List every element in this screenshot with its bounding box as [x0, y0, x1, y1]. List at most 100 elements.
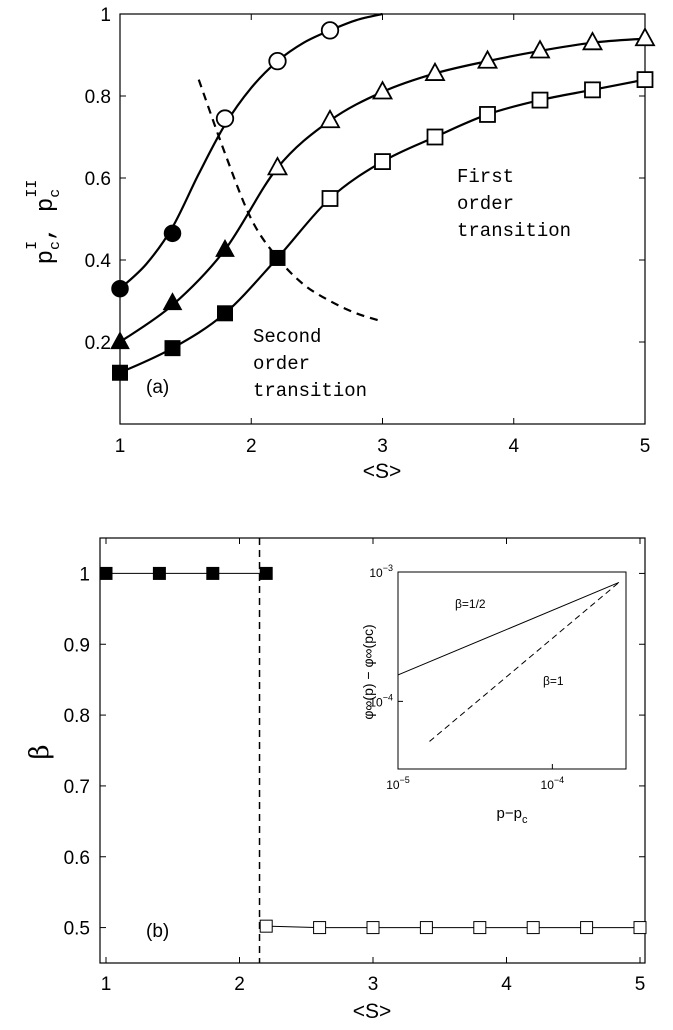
filled-square-point [259, 566, 273, 580]
square-open-point [321, 190, 339, 207]
inset-frame [397, 571, 627, 770]
inset-xtick-label: 10−4 [541, 775, 565, 792]
triangle-open-point [634, 26, 656, 47]
b-ytick-label: 0.6 [64, 848, 90, 869]
b-ytick-label: 0.7 [64, 777, 90, 798]
square-filled-point [164, 340, 181, 357]
open-square-point [259, 919, 273, 933]
inset-ytick-label: 10−3 [369, 563, 393, 580]
square-open-point [636, 71, 654, 88]
triangle-open-point [424, 61, 446, 81]
open-square-point [313, 921, 327, 935]
panel-a-chart: 1 2 3 4 50.20.40.60.81 pcI, pcII <S> (a) Fir… [24, 5, 656, 483]
svg-text:pcI, pcII: pcI, pcII [24, 180, 64, 265]
open-square-point [526, 921, 540, 935]
inset-y-axis-label: φ∞(p) − φ∞(pc) [360, 624, 376, 719]
a-ytick-label: 0.6 [85, 169, 111, 190]
inset-legend-beta-one: β=1 [543, 674, 564, 688]
circle-open-point [320, 21, 340, 40]
inset-chart: 10−5 10−4 10−4 10−3 p−pc φ∞(p) − φ∞(pc) β=1… [360, 563, 627, 826]
inset-beta-half-line [397, 582, 620, 676]
a-ytick-label: 1 [100, 5, 111, 26]
panel-b-y-axis-label: β [25, 744, 55, 759]
square-open-point [426, 128, 444, 146]
open-square-point [419, 921, 433, 935]
open-square-series-line [266, 925, 640, 929]
second-order-line-3: transition [253, 380, 367, 402]
circle-series-line [119, 12, 383, 290]
inset-axis-ticks: 10−5 10−4 10−4 10−3 [369, 563, 564, 792]
ylabel-p-2: p [33, 198, 60, 212]
square-open-point [479, 106, 496, 123]
panel-a-label: (a) [146, 377, 169, 398]
filled-square-point [152, 566, 166, 580]
inset-beta-one-line [429, 582, 620, 742]
panel-a-axis-ticks: 1 2 3 4 5 0.2 0.4 0.6 0.8 1 [85, 5, 651, 457]
filled-square-point [99, 566, 113, 580]
panel-b-axis-ticks: 1 2 3 4 5 0.5 0.6 0.7 0.8 0.9 1 [64, 538, 646, 995]
square-open-point [584, 81, 601, 99]
triangle-open-point [371, 80, 394, 100]
circle-filled-point [163, 224, 182, 243]
phase-boundary-line [197, 79, 383, 323]
panel-a-y-axis-label: pcI, pcII [24, 180, 64, 265]
inset-xlabel-main: p−p [497, 805, 522, 822]
a-xtick-label: 4 [508, 436, 519, 457]
b-ytick-label: 0.8 [64, 706, 90, 727]
open-square-point [473, 921, 487, 935]
inset-legend-beta-half: β=1/2 [455, 597, 486, 611]
b-ytick-label: 0.9 [64, 635, 90, 656]
b-xtick-label: 5 [635, 974, 646, 995]
b-xtick-label: 1 [101, 974, 112, 995]
triangle-open-point [476, 49, 499, 69]
inset-ytick-label: 10−4 [369, 692, 393, 709]
first-order-line-1: First [457, 166, 514, 188]
panel-a-series [110, 12, 656, 381]
panel-b-series [99, 538, 647, 963]
b-xtick-label: 2 [234, 974, 245, 995]
square-filled-point [112, 364, 128, 381]
a-xtick-label: 3 [377, 436, 388, 457]
triangle-open-point [319, 108, 341, 129]
a-ytick-label: 0.2 [85, 333, 111, 354]
inset-x-axis-label: p−pc [497, 805, 528, 826]
second-order-line-2: order [253, 353, 310, 375]
triangle-filled-point [162, 292, 183, 311]
first-order-line-2: order [457, 193, 514, 215]
first-order-line-3: transition [457, 220, 571, 242]
ylabel-sub-c-2: c [47, 189, 64, 198]
circle-filled-point [111, 279, 129, 298]
panel-a-x-axis-label: <S> [363, 460, 402, 483]
panel-b-chart: 1 2 3 4 5 0.5 0.6 0.7 0.8 0.9 1 β <S> (b) 10−5 10−4… [25, 537, 647, 1023]
a-ytick-label: 0.4 [85, 251, 112, 272]
triangle-open-point [581, 31, 604, 51]
triangle-open-point [529, 39, 551, 59]
open-square-point [580, 921, 594, 935]
b-ytick-label: 1 [79, 564, 90, 585]
panel-b-label: (b) [146, 921, 169, 942]
circle-open-point [215, 109, 235, 128]
a-xtick-label: 2 [246, 436, 257, 457]
circle-open-point [268, 52, 287, 71]
a-ytick-label: 0.8 [85, 87, 111, 108]
square-filled-point [269, 249, 286, 266]
a-xtick-label: 1 [115, 436, 126, 457]
panel-a-plot-frame [119, 13, 646, 425]
square-filled-point [217, 305, 233, 322]
b-xtick-label: 4 [501, 974, 512, 995]
triangle-open-point [266, 156, 289, 176]
second-order-line-1: Second [253, 326, 321, 348]
triangle-series-line [119, 37, 646, 343]
open-square-point [633, 921, 647, 935]
ylabel-sup-II: II [24, 180, 41, 198]
inset-series [397, 582, 620, 742]
square-open-point [374, 153, 391, 171]
triangle-filled-point [215, 238, 235, 257]
inset-xtick-label: 10−5 [386, 775, 410, 792]
filled-square-point [206, 566, 220, 580]
b-ytick-label: 0.5 [64, 919, 90, 940]
ylabel-p-1: p [33, 250, 60, 264]
ylabel-sup-I: I [24, 241, 41, 250]
ylabel-separator: , [33, 212, 60, 241]
